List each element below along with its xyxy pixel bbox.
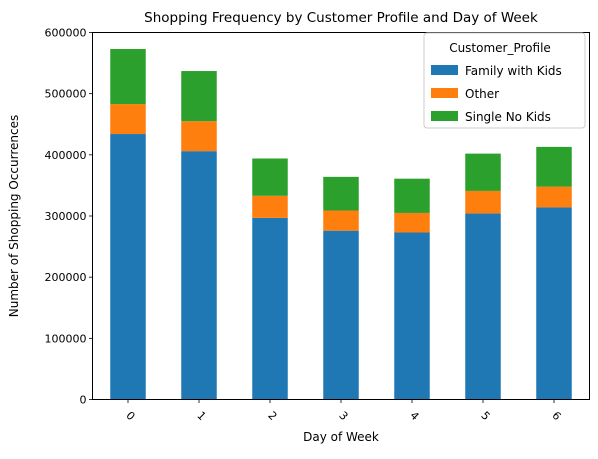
legend-title: Customer_Profile: [449, 41, 551, 55]
y-tick-label: 100000: [45, 332, 87, 345]
legend-swatch-family-with-kids: [431, 65, 458, 75]
bar-single-no-kids-day-3: [323, 176, 359, 211]
x-tick-label: 5: [478, 409, 492, 423]
bars-group: [110, 49, 572, 400]
y-tick-label: 600000: [45, 27, 87, 40]
bar-other-day-3: [323, 210, 359, 231]
bar-single-no-kids-day-1: [181, 71, 217, 122]
x-axis: 0 1 2 3 4 5 6: [123, 399, 564, 423]
bar-other-day-5: [465, 190, 501, 214]
bar-family-with-kids-day-4: [394, 232, 430, 400]
legend-label: Single No Kids: [465, 110, 551, 124]
bar-family-with-kids-day-2: [252, 217, 288, 400]
chart-title: Shopping Frequency by Customer Profile a…: [144, 10, 538, 26]
x-axis-label: Day of Week: [303, 430, 379, 444]
bar-other-day-1: [181, 121, 217, 152]
x-tick-label: 2: [265, 409, 279, 423]
y-axis-label: Number of Shopping Occurrences: [7, 115, 21, 317]
bar-other-day-2: [252, 195, 288, 218]
x-tick-label: 6: [549, 409, 563, 423]
bar-family-with-kids-day-5: [465, 213, 501, 400]
x-tick-label: 1: [194, 409, 208, 423]
bar-family-with-kids-day-0: [110, 134, 146, 400]
legend-swatch-single-no-kids: [431, 111, 458, 121]
y-tick-label: 0: [80, 394, 87, 407]
legend-box: [423, 32, 586, 129]
y-tick-label: 500000: [45, 88, 87, 101]
bar-single-no-kids-day-4: [394, 178, 430, 213]
legend: Customer_Profile Family with Kids Other Si…: [423, 32, 586, 129]
legend-label: Other: [465, 87, 499, 101]
x-tick-label: 4: [407, 409, 421, 423]
y-tick-label: 300000: [45, 210, 87, 223]
legend-items: Family with Kids Other Single No Kids: [431, 64, 562, 124]
y-tick-label: 400000: [45, 149, 87, 162]
bar-single-no-kids-day-0: [110, 49, 146, 105]
legend-swatch-other: [431, 88, 458, 98]
bar-other-day-4: [394, 212, 430, 233]
y-axis: 0 100000 200000 300000 400000 500000 600000: [45, 27, 93, 407]
y-tick-label: 200000: [45, 271, 87, 284]
bar-single-no-kids-day-5: [465, 153, 501, 191]
bar-family-with-kids-day-3: [323, 230, 359, 400]
bar-single-no-kids-day-2: [252, 158, 288, 196]
bar-family-with-kids-day-6: [536, 207, 572, 400]
bar-family-with-kids-day-1: [181, 151, 217, 400]
x-tick-label: 3: [336, 409, 350, 423]
bar-other-day-0: [110, 104, 146, 135]
x-tick-label: 0: [123, 409, 137, 423]
bar-single-no-kids-day-6: [536, 146, 572, 187]
legend-label: Family with Kids: [465, 64, 562, 78]
bar-other-day-6: [536, 186, 572, 208]
